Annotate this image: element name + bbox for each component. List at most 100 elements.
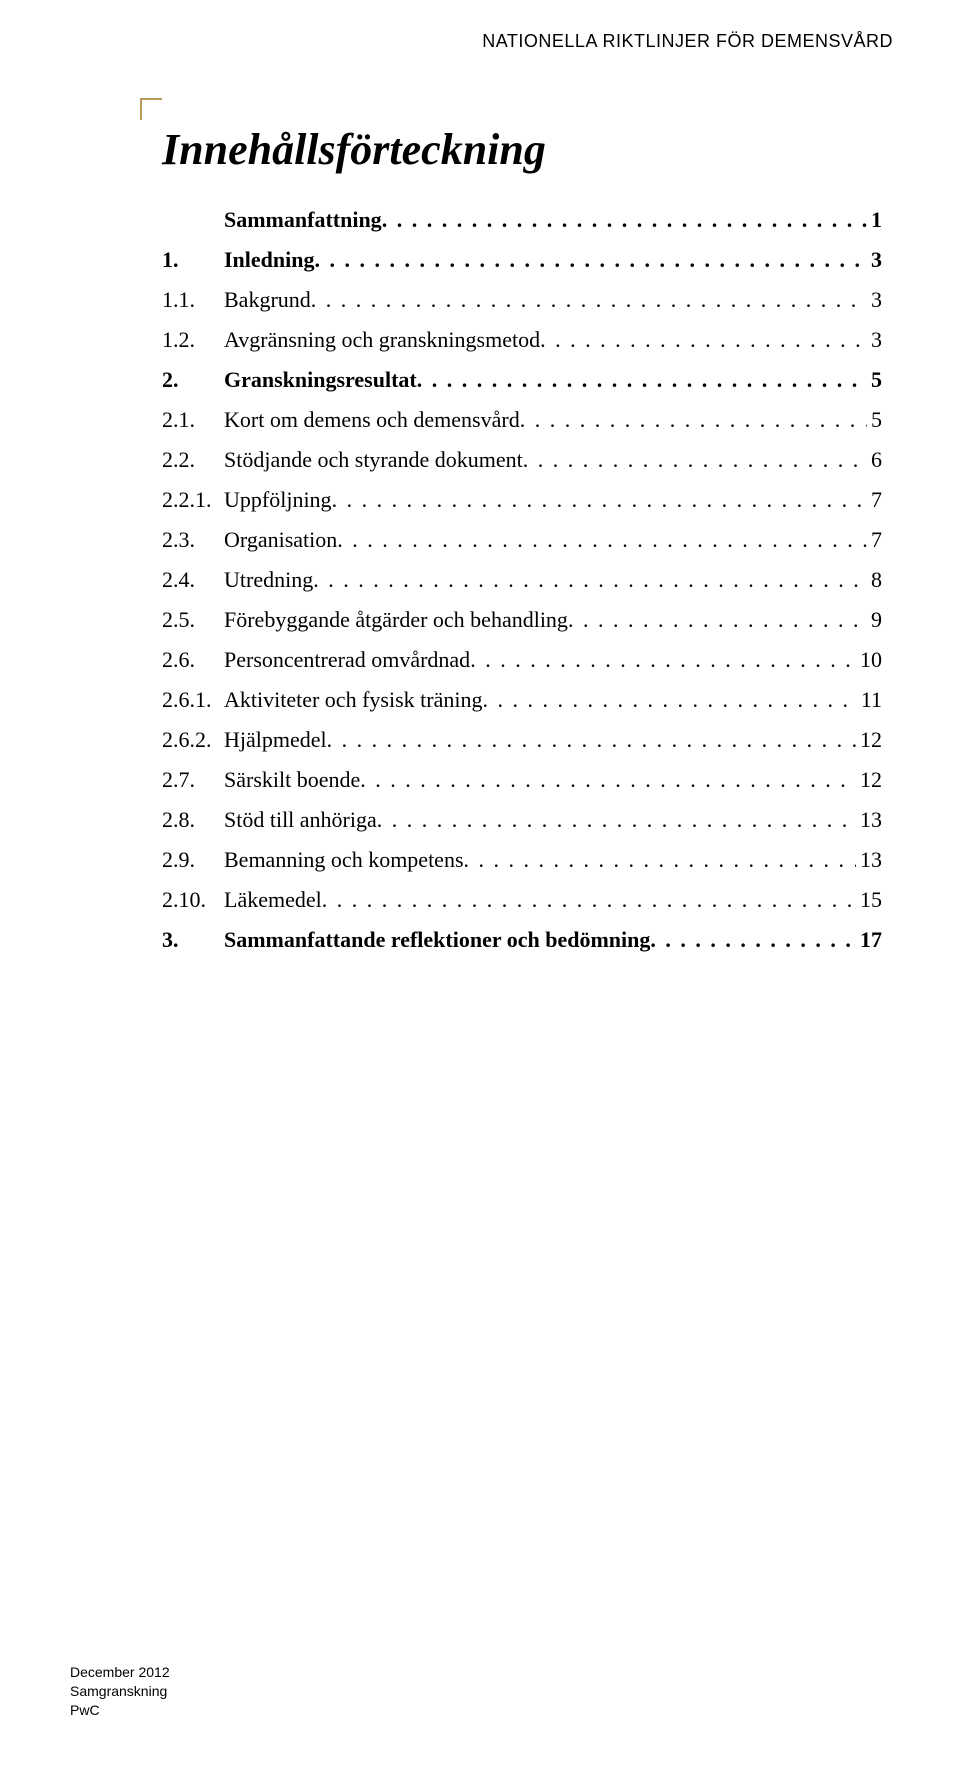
toc-entry-page: 6 — [867, 447, 882, 473]
toc-entry-number: 2.1. — [162, 407, 224, 433]
toc-dot-leader: . . . . . . . . . . . . . . . . . . . . … — [315, 247, 868, 273]
toc-entry-page: 11 — [857, 687, 882, 713]
toc-entry-number: 2.6.1. — [162, 687, 224, 713]
toc-entry-label: Aktiviteter och fysisk träning — [224, 687, 482, 713]
toc-dot-leader: . . . . . . . . . . . . . . . . . . . . … — [337, 527, 867, 553]
toc-dot-leader: . . . . . . . . . . . . . . . . . . . . … — [382, 207, 867, 233]
toc-entry-page: 12 — [856, 727, 882, 753]
toc-entry-number: 1.1. — [162, 287, 224, 313]
toc-title: Innehållsförteckning — [162, 124, 546, 175]
toc-entry-page: 17 — [856, 927, 882, 953]
toc-dot-leader: . . . . . . . . . . . . . . . . . . . . … — [327, 727, 856, 753]
toc-row: 2.3.Organisation. . . . . . . . . . . . … — [162, 527, 882, 553]
toc-entry-number: 2.9. — [162, 847, 224, 873]
page: NATIONELLA RIKTLINJER FÖR DEMENSVÅRD Inn… — [0, 0, 960, 1768]
toc-entry-page: 5 — [867, 407, 882, 433]
toc-dot-leader: . . . . . . . . . . . . . . . . . . . . … — [417, 367, 867, 393]
toc-entry-page: 7 — [867, 527, 882, 553]
toc-entry-label: Organisation — [224, 527, 337, 553]
toc-dot-leader: . . . . . . . . . . . . . . . . . . . . … — [482, 687, 856, 713]
toc-dot-leader: . . . . . . . . . . . . . . . . . . . . … — [377, 807, 856, 833]
toc-entry-label: Bakgrund — [224, 287, 311, 313]
toc-entry-label: Inledning — [224, 247, 315, 273]
toc-row: 2.1.Kort om demens och demensvård. . . .… — [162, 407, 882, 433]
toc-row: 2.7.Särskilt boende. . . . . . . . . . .… — [162, 767, 882, 793]
toc-row: 2.8.Stöd till anhöriga. . . . . . . . . … — [162, 807, 882, 833]
footer: December 2012 Samgranskning PwC — [70, 1663, 170, 1720]
toc-entry-label: Utredning — [224, 567, 313, 593]
toc-entry-label: Förebyggande åtgärder och behandling — [224, 607, 568, 633]
toc-row: 2.4.Utredning. . . . . . . . . . . . . .… — [162, 567, 882, 593]
footer-company: PwC — [70, 1701, 170, 1720]
corner-ornament — [140, 98, 162, 120]
toc-dot-leader: . . . . . . . . . . . . . . . . . . . . … — [360, 767, 856, 793]
toc-entry-number: 2.7. — [162, 767, 224, 793]
toc-entry-number: 2. — [162, 367, 224, 393]
toc-entry-number: 2.5. — [162, 607, 224, 633]
toc-entry-page: 8 — [867, 567, 882, 593]
footer-date: December 2012 — [70, 1663, 170, 1682]
toc-entry-label: Avgränsning och granskningsmetod — [224, 327, 540, 353]
toc-entry-page: 7 — [867, 487, 882, 513]
toc-entry-label: Sammanfattning — [224, 207, 382, 233]
toc-row: 1.1.Bakgrund. . . . . . . . . . . . . . … — [162, 287, 882, 313]
toc-row: 2.9.Bemanning och kompetens. . . . . . .… — [162, 847, 882, 873]
toc-dot-leader: . . . . . . . . . . . . . . . . . . . . … — [322, 887, 856, 913]
toc-entry-page: 13 — [856, 807, 882, 833]
toc-entry-number: 2.2.1. — [162, 487, 224, 513]
toc-entry-page: 1 — [867, 207, 882, 233]
toc-entry-number: 2.8. — [162, 807, 224, 833]
toc-entry-number: 2.2. — [162, 447, 224, 473]
toc-entry-page: 5 — [867, 367, 882, 393]
toc-dot-leader: . . . . . . . . . . . . . . . . . . . . … — [470, 647, 856, 673]
toc-entry-page: 10 — [856, 647, 882, 673]
toc-entry-number: 3. — [162, 927, 224, 953]
toc-entry-number: 2.4. — [162, 567, 224, 593]
toc-entry-page: 13 — [856, 847, 882, 873]
toc-entry-page: 15 — [856, 887, 882, 913]
toc-entry-page: 3 — [867, 327, 882, 353]
toc-entry-label: Hjälpmedel — [224, 727, 327, 753]
page-header: NATIONELLA RIKTLINJER FÖR DEMENSVÅRD — [482, 31, 893, 52]
toc-dot-leader: . . . . . . . . . . . . . . . . . . . . … — [523, 447, 867, 473]
toc-entry-page: 9 — [867, 607, 882, 633]
toc-dot-leader: . . . . . . . . . . . . . . . . . . . . … — [520, 407, 867, 433]
toc-entry-label: Personcentrerad omvårdnad — [224, 647, 470, 673]
toc-entry-page: 3 — [867, 287, 882, 313]
toc-row: 2.6.2.Hjälpmedel. . . . . . . . . . . . … — [162, 727, 882, 753]
toc-entry-label: Uppföljning — [224, 487, 332, 513]
toc-dot-leader: . . . . . . . . . . . . . . . . . . . . … — [568, 607, 867, 633]
toc-row: 2.10.Läkemedel. . . . . . . . . . . . . … — [162, 887, 882, 913]
toc-entry-label: Stödjande och styrande dokument — [224, 447, 523, 473]
footer-project: Samgranskning — [70, 1682, 170, 1701]
toc-entry-label: Stöd till anhöriga — [224, 807, 377, 833]
toc-row: 1.2.Avgränsning och granskningsmetod. . … — [162, 327, 882, 353]
toc-row: 2.5.Förebyggande åtgärder och behandling… — [162, 607, 882, 633]
table-of-contents: Sammanfattning. . . . . . . . . . . . . … — [162, 207, 882, 967]
toc-entry-label: Särskilt boende — [224, 767, 360, 793]
toc-dot-leader: . . . . . . . . . . . . . . . . . . . . … — [313, 567, 867, 593]
toc-row: 1.Inledning. . . . . . . . . . . . . . .… — [162, 247, 882, 273]
toc-dot-leader: . . . . . . . . . . . . . . . . . . . . … — [464, 847, 856, 873]
toc-entry-page: 12 — [856, 767, 882, 793]
toc-row: Sammanfattning. . . . . . . . . . . . . … — [162, 207, 882, 233]
toc-row: 2.2.Stödjande och styrande dokument. . .… — [162, 447, 882, 473]
toc-entry-number: 2.10. — [162, 887, 224, 913]
toc-row: 2.2.1.Uppföljning. . . . . . . . . . . .… — [162, 487, 882, 513]
toc-row: 3.Sammanfattande reflektioner och bedömn… — [162, 927, 882, 953]
toc-row: 2.6.1.Aktiviteter och fysisk träning. . … — [162, 687, 882, 713]
toc-entry-label: Läkemedel — [224, 887, 322, 913]
toc-entry-number: 1.2. — [162, 327, 224, 353]
toc-entry-label: Bemanning och kompetens — [224, 847, 464, 873]
toc-entry-number: 1. — [162, 247, 224, 273]
toc-entry-label: Granskningsresultat — [224, 367, 417, 393]
toc-dot-leader: . . . . . . . . . . . . . . . . . . . . … — [332, 487, 867, 513]
toc-dot-leader: . . . . . . . . . . . . . . . . . . . . … — [311, 287, 867, 313]
toc-entry-number: 2.3. — [162, 527, 224, 553]
toc-entry-number: 2.6. — [162, 647, 224, 673]
toc-dot-leader: . . . . . . . . . . . . . . . . . . . . … — [650, 927, 856, 953]
toc-row: 2.Granskningsresultat. . . . . . . . . .… — [162, 367, 882, 393]
toc-entry-number: 2.6.2. — [162, 727, 224, 753]
toc-entry-label: Kort om demens och demensvård — [224, 407, 520, 433]
toc-row: 2.6.Personcentrerad omvårdnad. . . . . .… — [162, 647, 882, 673]
